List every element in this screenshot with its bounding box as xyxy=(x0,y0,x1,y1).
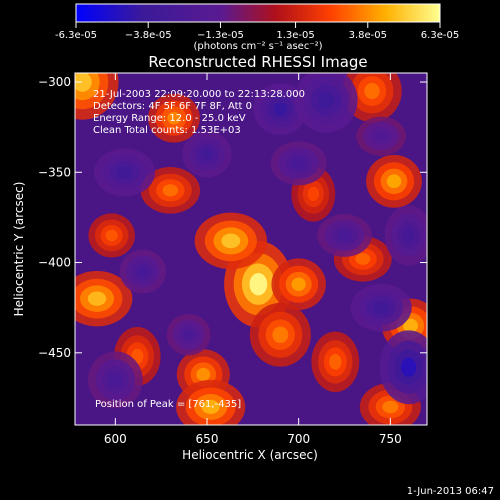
colorbar-tick-label: 6.3e-05 xyxy=(421,30,459,41)
heatmap-source-level xyxy=(402,227,415,244)
x-tick-label: 700 xyxy=(287,432,310,446)
heatmap-source xyxy=(119,249,167,294)
heatmap-source xyxy=(342,73,402,123)
heatmap-source-level xyxy=(167,111,181,125)
heatmap-source-level xyxy=(403,318,418,333)
heatmap-sources xyxy=(75,73,427,425)
heatmap-source-level xyxy=(307,186,320,202)
heatmap-source-level xyxy=(337,229,352,242)
x-tick-label: 600 xyxy=(104,432,127,446)
heatmap-source-level xyxy=(182,329,195,341)
chart-title: Reconstructed RHESSI Image xyxy=(148,53,367,71)
heatmap-source xyxy=(88,213,135,258)
heatmap-source xyxy=(166,313,211,356)
heatmap-source xyxy=(356,116,407,156)
colorbar-tick-label: −3.8e-05 xyxy=(125,30,172,41)
heatmap-source-level xyxy=(162,184,179,197)
heatmap-source-level xyxy=(374,131,388,142)
heatmap-source xyxy=(148,93,200,143)
heatmap-source-level xyxy=(382,400,399,414)
heatmap-source-level xyxy=(272,326,289,344)
colorbar-tick-label: 3.8e-05 xyxy=(349,30,387,41)
colorbar: -6.3e-05 −3.8e-05 −1.3e-05 1.3e-05 3.8e-05 6.… xyxy=(55,3,459,52)
heatmap-source xyxy=(87,351,143,409)
heatmap-source xyxy=(350,283,412,332)
heatmap-source xyxy=(93,148,156,197)
heatmap-source xyxy=(366,154,422,208)
y-tick-label: −300 xyxy=(38,75,71,89)
heatmap-source-level xyxy=(196,367,211,382)
heatmap-source-level xyxy=(373,301,390,314)
heatmap-source-level xyxy=(386,174,402,189)
heatmap-source-level xyxy=(87,291,107,306)
heatmap-source xyxy=(224,241,293,328)
heatmap-source-level xyxy=(364,82,380,100)
heatmap-source xyxy=(384,205,427,266)
heatmap-source xyxy=(317,214,372,257)
heatmap-source-level xyxy=(329,353,342,370)
colorbar-units: (photons cm⁻² s⁻¹ asec⁻²) xyxy=(193,41,322,52)
heatmap-source xyxy=(176,379,246,425)
heatmap-source xyxy=(311,331,360,393)
axis-ticks: 600 650 700 750 −300 −350 −400 −450 xyxy=(38,73,427,446)
annotation-energy-range: Energy Range: 12.0 - 25.0 keV xyxy=(93,113,246,124)
heatmap-source xyxy=(75,270,133,327)
colorbar-gradient xyxy=(75,3,441,23)
x-axis-label: Heliocentric X (arcsec) xyxy=(182,448,318,462)
heatmap-source-level xyxy=(221,233,241,249)
heatmap-source xyxy=(379,330,427,405)
y-tick-label: −450 xyxy=(38,346,71,360)
x-tick-label: 750 xyxy=(379,432,402,446)
heatmap-source xyxy=(249,302,311,367)
colorbar-tick-label: −1.3e-05 xyxy=(197,30,244,41)
heatmap-source-level xyxy=(200,148,214,161)
heatmap-source-level xyxy=(136,265,149,278)
y-axis-label: Heliocentric Y (arcsec) xyxy=(12,182,26,317)
heatmap-source xyxy=(271,258,326,311)
plot-frame xyxy=(74,72,428,426)
colorbar-tick-label: -6.3e-05 xyxy=(55,30,97,41)
heatmap-source-level xyxy=(108,372,123,388)
annotation-detectors: Detectors: 4F 5F 6F 7F 8F, Att 0 xyxy=(93,101,252,112)
heatmap-source-level xyxy=(318,91,335,109)
heatmap-source xyxy=(75,73,119,120)
timestamp: 1-Jun-2013 06:47 xyxy=(407,486,494,497)
heatmap-source-level xyxy=(273,102,288,116)
heatmap-source-level xyxy=(291,277,306,291)
heatmap-source xyxy=(182,130,232,178)
heatmap-source-level xyxy=(355,253,371,265)
colorbar-tick-label: 1.3e-05 xyxy=(276,30,314,41)
y-tick-label: −350 xyxy=(38,165,71,179)
annotation-time-range: 21-Jul-2003 22:09:20.000 to 22:13:28.000 xyxy=(93,89,305,100)
heatmap-source xyxy=(140,167,201,214)
annotation-clean-counts: Clean Total counts: 1.53E+03 xyxy=(93,125,241,136)
heatmap-source-level xyxy=(401,357,417,377)
y-tick-label: −400 xyxy=(38,256,71,270)
heatmap-source-level xyxy=(291,157,306,169)
heatmap-source xyxy=(253,83,308,135)
heatmap-source-level xyxy=(116,166,133,179)
x-tick-label: 650 xyxy=(196,432,219,446)
annotation-peak-position: Position of Peak = [761,-435] xyxy=(95,399,241,410)
heatmap-source-level xyxy=(75,73,92,92)
heatmap-source xyxy=(294,73,358,133)
heatmap-source xyxy=(194,212,268,270)
heatmap-source-level xyxy=(249,272,268,296)
heatmap-plot: 600 650 700 750 −300 −350 −400 −450 xyxy=(38,72,428,446)
heatmap-source-level xyxy=(201,399,220,414)
colorbar-ticks: -6.3e-05 −3.8e-05 −1.3e-05 1.3e-05 3.8e-05 6.… xyxy=(55,22,459,41)
heatmap-source xyxy=(270,141,327,186)
heatmap-source-level xyxy=(105,229,118,242)
